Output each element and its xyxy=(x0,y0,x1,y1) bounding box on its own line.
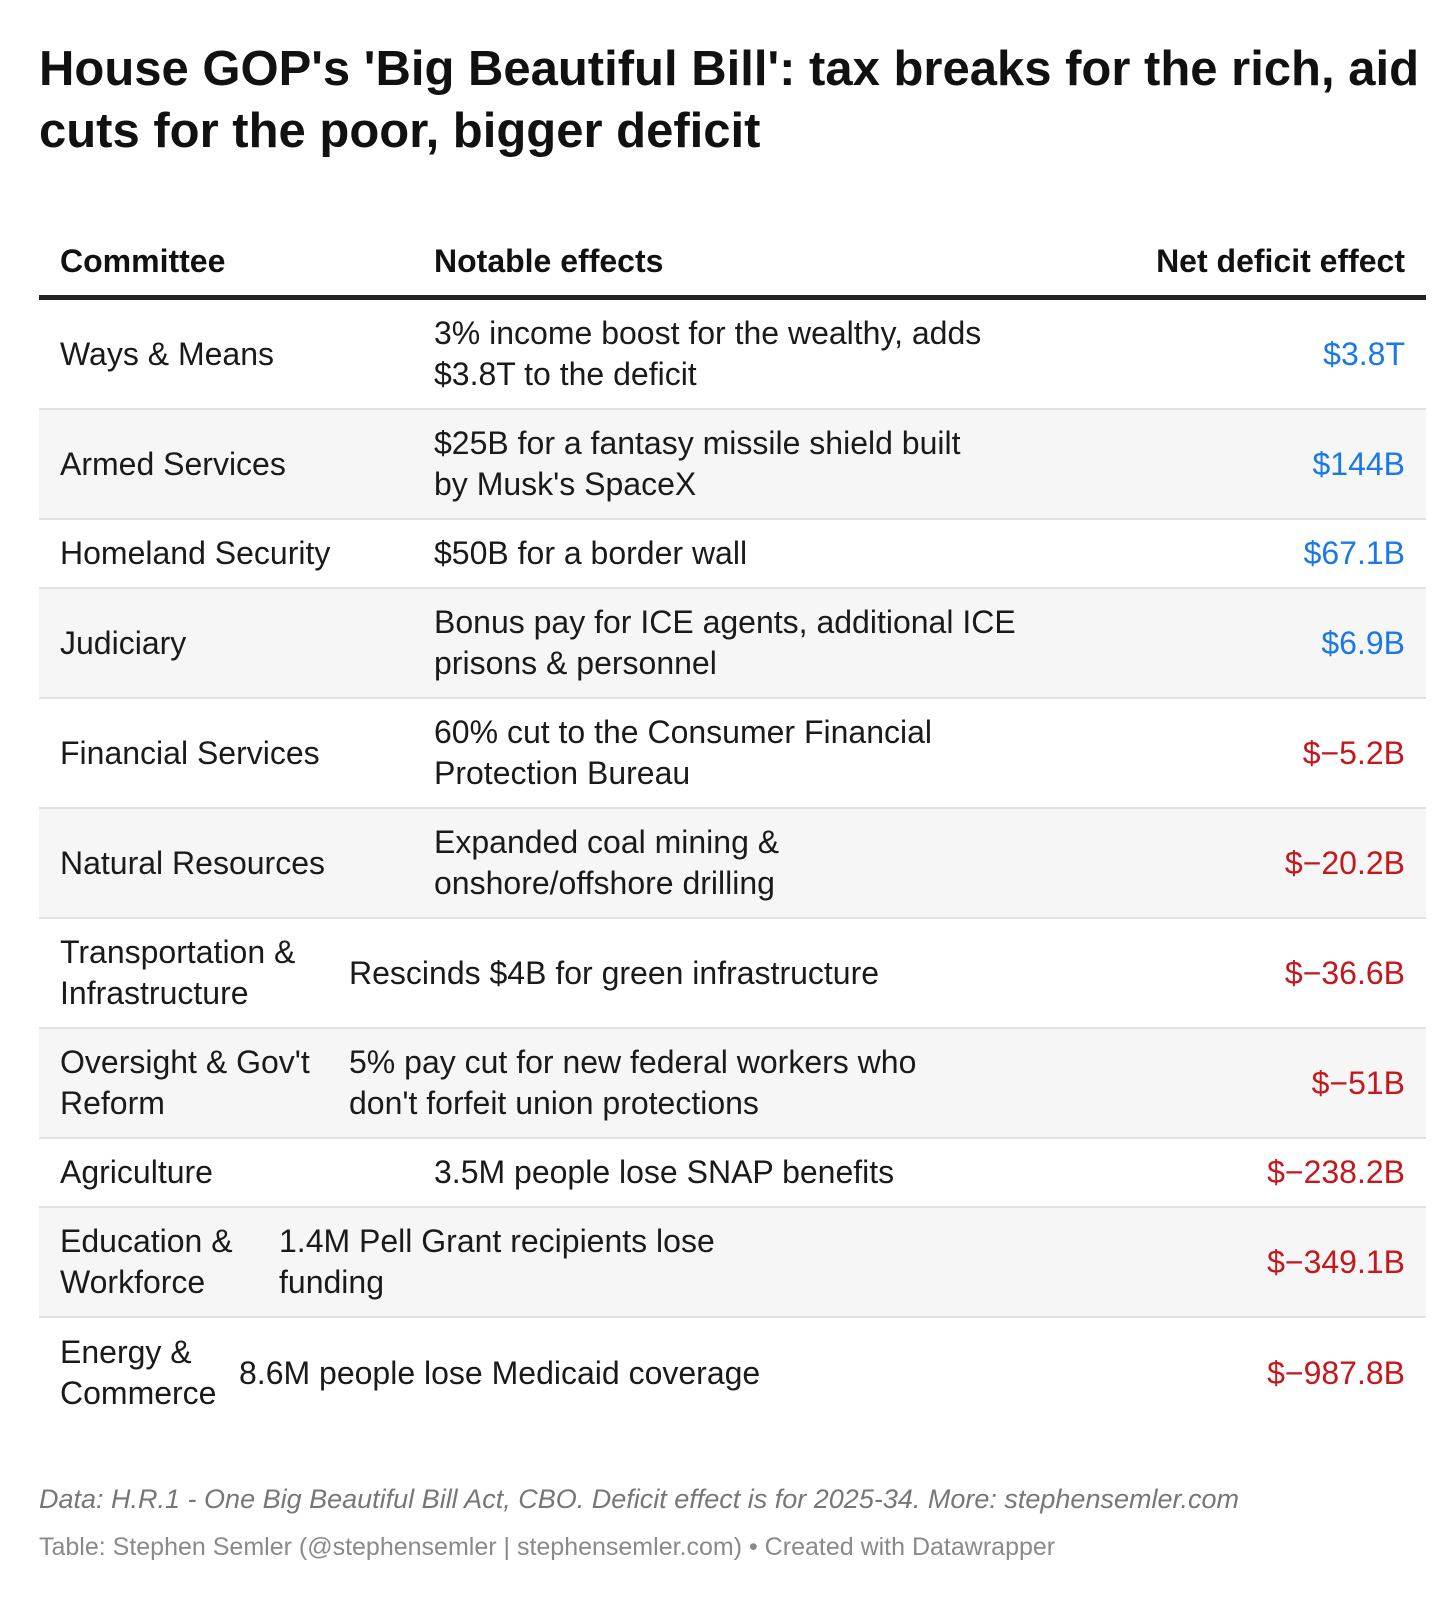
committee-cell: Oversight & Gov't Reform xyxy=(60,1044,310,1121)
table-row: Agriculture 3.5M people lose SNAP benefi… xyxy=(39,1139,1426,1208)
committee-cell: Agriculture xyxy=(60,1154,213,1190)
effect-cell: 1.4M Pell Grant recipients lose funding xyxy=(279,1223,715,1300)
net-deficit-cell: $67.1B xyxy=(1303,535,1405,571)
net-deficit-cell: $−5.2B xyxy=(1302,734,1405,771)
data-table: Committee Notable effects Net deficit ef… xyxy=(39,228,1426,1428)
net-deficit-cell: $3.8T xyxy=(1323,335,1405,372)
effect-cell: 60% cut to the Consumer Financial Protec… xyxy=(434,714,933,791)
table-row: Homeland Security $50B for a border wall… xyxy=(39,520,1426,589)
net-deficit-cell: $−238.2B xyxy=(1267,1154,1405,1190)
column-header-net-deficit: Net deficit effect xyxy=(1156,243,1405,279)
committee-cell: Natural Resources xyxy=(60,844,325,881)
net-deficit-cell: $6.9B xyxy=(1321,624,1405,661)
table-row: Education & Workforce 1.4M Pell Grant re… xyxy=(39,1208,1426,1318)
committee-cell: Judiciary xyxy=(60,624,187,661)
table-row: Natural Resources Expanded coal mining &… xyxy=(39,809,1426,919)
effect-cell: 5% pay cut for new federal workers who d… xyxy=(349,1044,917,1121)
committee-cell: Financial Services xyxy=(60,734,320,771)
effect-cell: $25B for a fantasy missile shield built … xyxy=(434,425,961,502)
table-row: Financial Services 60% cut to the Consum… xyxy=(39,699,1426,809)
net-deficit-cell: $−36.6B xyxy=(1284,954,1405,991)
effect-cell: Expanded coal mining & onshore/offshore … xyxy=(434,824,780,901)
committee-cell: Ways & Means xyxy=(60,335,274,372)
column-header-committee: Committee xyxy=(60,243,226,279)
table-row: Oversight & Gov't Reform 5% pay cut for … xyxy=(39,1029,1426,1139)
chart-title: House GOP's 'Big Beautiful Bill': tax br… xyxy=(39,42,1420,158)
effect-cell: 3% income boost for the wealthy, adds $3… xyxy=(434,315,982,392)
net-deficit-cell: $−987.8B xyxy=(1267,1354,1405,1391)
source-notes: Data: H.R.1 - One Big Beautiful Bill Act… xyxy=(39,1484,1239,1514)
committee-cell: Education & Workforce xyxy=(60,1223,233,1300)
net-deficit-cell: $−51B xyxy=(1311,1064,1405,1101)
table-row: Judiciary Bonus pay for ICE agents, addi… xyxy=(39,589,1426,699)
effect-cell: 3.5M people lose SNAP benefits xyxy=(434,1154,895,1190)
table-header: Committee Notable effects Net deficit ef… xyxy=(39,228,1426,300)
column-header-effects: Notable effects xyxy=(434,243,664,279)
effect-cell: Bonus pay for ICE agents, additional ICE… xyxy=(434,604,1016,681)
effect-cell: $50B for a border wall xyxy=(434,535,748,571)
committee-cell: Armed Services xyxy=(60,445,286,482)
table-row: Ways & Means 3% income boost for the wea… xyxy=(39,300,1426,410)
effect-cell: 8.6M people lose Medicaid coverage xyxy=(239,1354,761,1391)
net-deficit-cell: $−20.2B xyxy=(1284,844,1405,881)
table-row: Armed Services $25B for a fantasy missil… xyxy=(39,410,1426,520)
table-row: Energy & Commerce 8.6M people lose Medic… xyxy=(39,1318,1426,1428)
committee-cell: Homeland Security xyxy=(60,535,331,571)
committee-cell: Energy & Commerce xyxy=(60,1334,217,1411)
committee-cell: Transportation & Infrastructure xyxy=(60,934,296,1011)
effect-cell: Rescinds $4B for green infrastructure xyxy=(349,954,880,991)
net-deficit-cell: $−349.1B xyxy=(1267,1243,1405,1280)
table-row: Transportation & Infrastructure Rescinds… xyxy=(39,919,1426,1029)
credit-line: Table: Stephen Semler (@stephensemler | … xyxy=(39,1533,1056,1561)
net-deficit-cell: $144B xyxy=(1312,445,1405,482)
